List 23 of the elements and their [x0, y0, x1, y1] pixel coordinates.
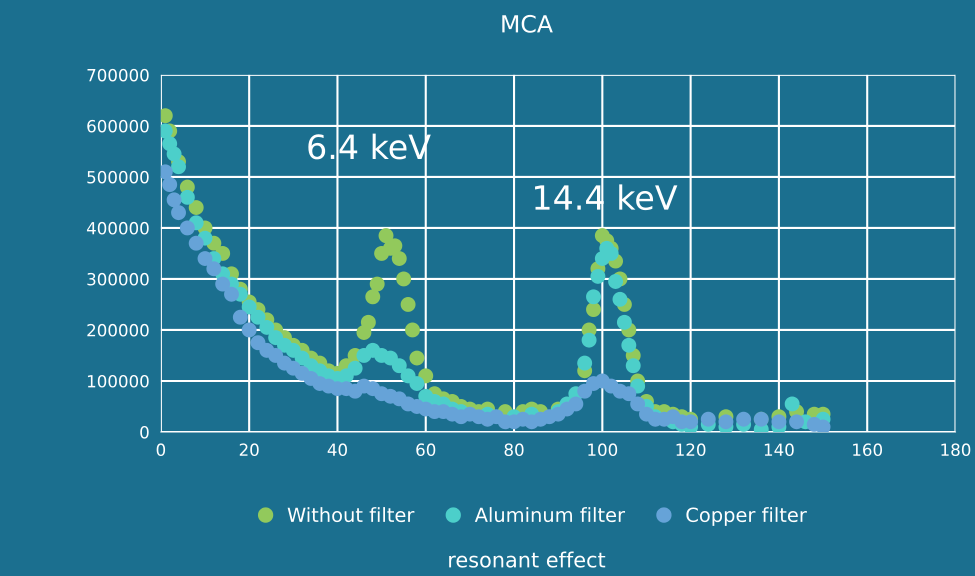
y-tick-label: 700000	[88, 68, 149, 82]
chart-title: MCA	[502, 14, 553, 33]
x-tick-label: 140	[764, 443, 794, 456]
x-tick-label: 120	[676, 443, 706, 456]
x-tick-label: 100	[588, 443, 618, 456]
y-tick-label: 200000	[87, 324, 149, 337]
y-tick-label: 400000	[86, 222, 149, 234]
x-tick-label: 160	[853, 443, 882, 456]
y-tick-label: 0	[140, 426, 149, 439]
y-tick-label: 600000	[87, 120, 149, 132]
y-tick-label: 500000	[87, 170, 149, 184]
y-tick-label: 100000	[88, 374, 149, 388]
x-tick-label: 180	[941, 443, 970, 456]
x-tick-label: 80	[504, 443, 524, 456]
x-tick-label: 20	[240, 443, 259, 456]
y-tick-label: 300000	[87, 272, 149, 286]
legend-label: Without filter	[288, 507, 414, 522]
x-tick-label: 40	[328, 443, 347, 456]
legend-label: Copper filter	[686, 507, 807, 526]
x-axis-title: resonant effect	[449, 552, 606, 568]
legend-label: Aluminum filter	[474, 507, 626, 522]
x-tick-label: 60	[416, 443, 436, 456]
x-tick-label: 0	[156, 443, 166, 456]
